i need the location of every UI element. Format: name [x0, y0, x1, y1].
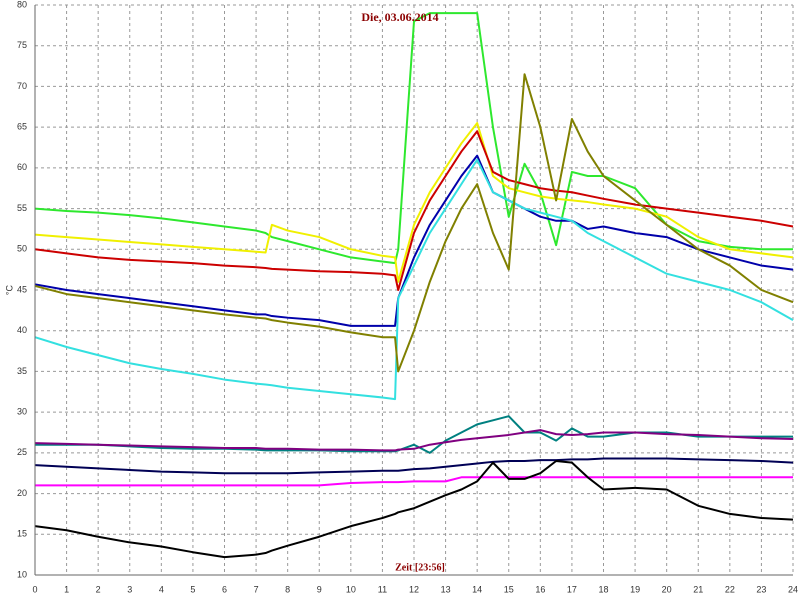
- series-line: [34, 73, 794, 373]
- x-tick-label: 14: [472, 584, 482, 594]
- y-tick-label: 70: [17, 81, 27, 91]
- y-tick-label: 15: [17, 529, 27, 539]
- y-tick-label: 75: [17, 40, 27, 50]
- x-tick-label: 15: [504, 584, 514, 594]
- series-line: [34, 12, 793, 265]
- x-tick-label: 18: [598, 584, 608, 594]
- x-axis-label: Zeit [23:56]: [395, 562, 445, 573]
- y-tick-label: 20: [17, 488, 27, 498]
- x-tick-label: 7: [254, 584, 259, 594]
- lines: [34, 12, 794, 559]
- x-tick-label: 20: [662, 584, 672, 594]
- y-tick-label: 40: [17, 325, 27, 335]
- x-tick-label: 12: [409, 584, 419, 594]
- x-tick-label: 4: [159, 584, 164, 594]
- y-tick-label: 50: [17, 244, 27, 254]
- x-tick-label: 19: [630, 584, 640, 594]
- x-tick-label: 5: [190, 584, 195, 594]
- series-line: [34, 154, 794, 327]
- series-line: [35, 415, 793, 454]
- y-tick-label: 10: [17, 569, 27, 579]
- y-tick-label: 80: [17, 0, 27, 9]
- series-line: [34, 130, 794, 291]
- x-tick-label: 17: [567, 584, 577, 594]
- x-tick-label: 21: [693, 584, 703, 594]
- x-tick-label: 1: [64, 584, 69, 594]
- x-tick-label: 10: [346, 584, 356, 594]
- y-tick-label: 60: [17, 162, 27, 172]
- chart-title: Die, 03.06.2014: [361, 10, 438, 24]
- series-line: [35, 476, 793, 487]
- x-tick-label: 0: [32, 584, 37, 594]
- y-tick-label: 65: [17, 122, 27, 132]
- x-tick-label: 23: [756, 584, 766, 594]
- y-tick-label: 35: [17, 366, 27, 376]
- series-line: [34, 122, 794, 283]
- x-tick-label: 22: [725, 584, 735, 594]
- series-line: [34, 457, 794, 475]
- series-line: [34, 460, 794, 559]
- grid: [34, 4, 794, 576]
- x-tick-label: 11: [378, 584, 387, 594]
- series-line: [34, 158, 794, 401]
- x-tick-label: 24: [788, 584, 798, 594]
- x-tick-label: 16: [535, 584, 545, 594]
- y-tick-label: 30: [17, 407, 27, 417]
- y-tick-label: 45: [17, 284, 27, 294]
- x-tick-label: 2: [96, 584, 101, 594]
- x-tick-label: 3: [127, 584, 132, 594]
- x-tick-label: 6: [222, 584, 227, 594]
- series-line: [34, 429, 794, 452]
- x-tick-label: 13: [441, 584, 451, 594]
- x-tick-label: 9: [317, 584, 322, 594]
- y-axis-label: °C: [4, 284, 14, 295]
- y-tick-label: 25: [17, 447, 27, 457]
- x-tick-label: 8: [285, 584, 290, 594]
- y-tick-label: 55: [17, 203, 27, 213]
